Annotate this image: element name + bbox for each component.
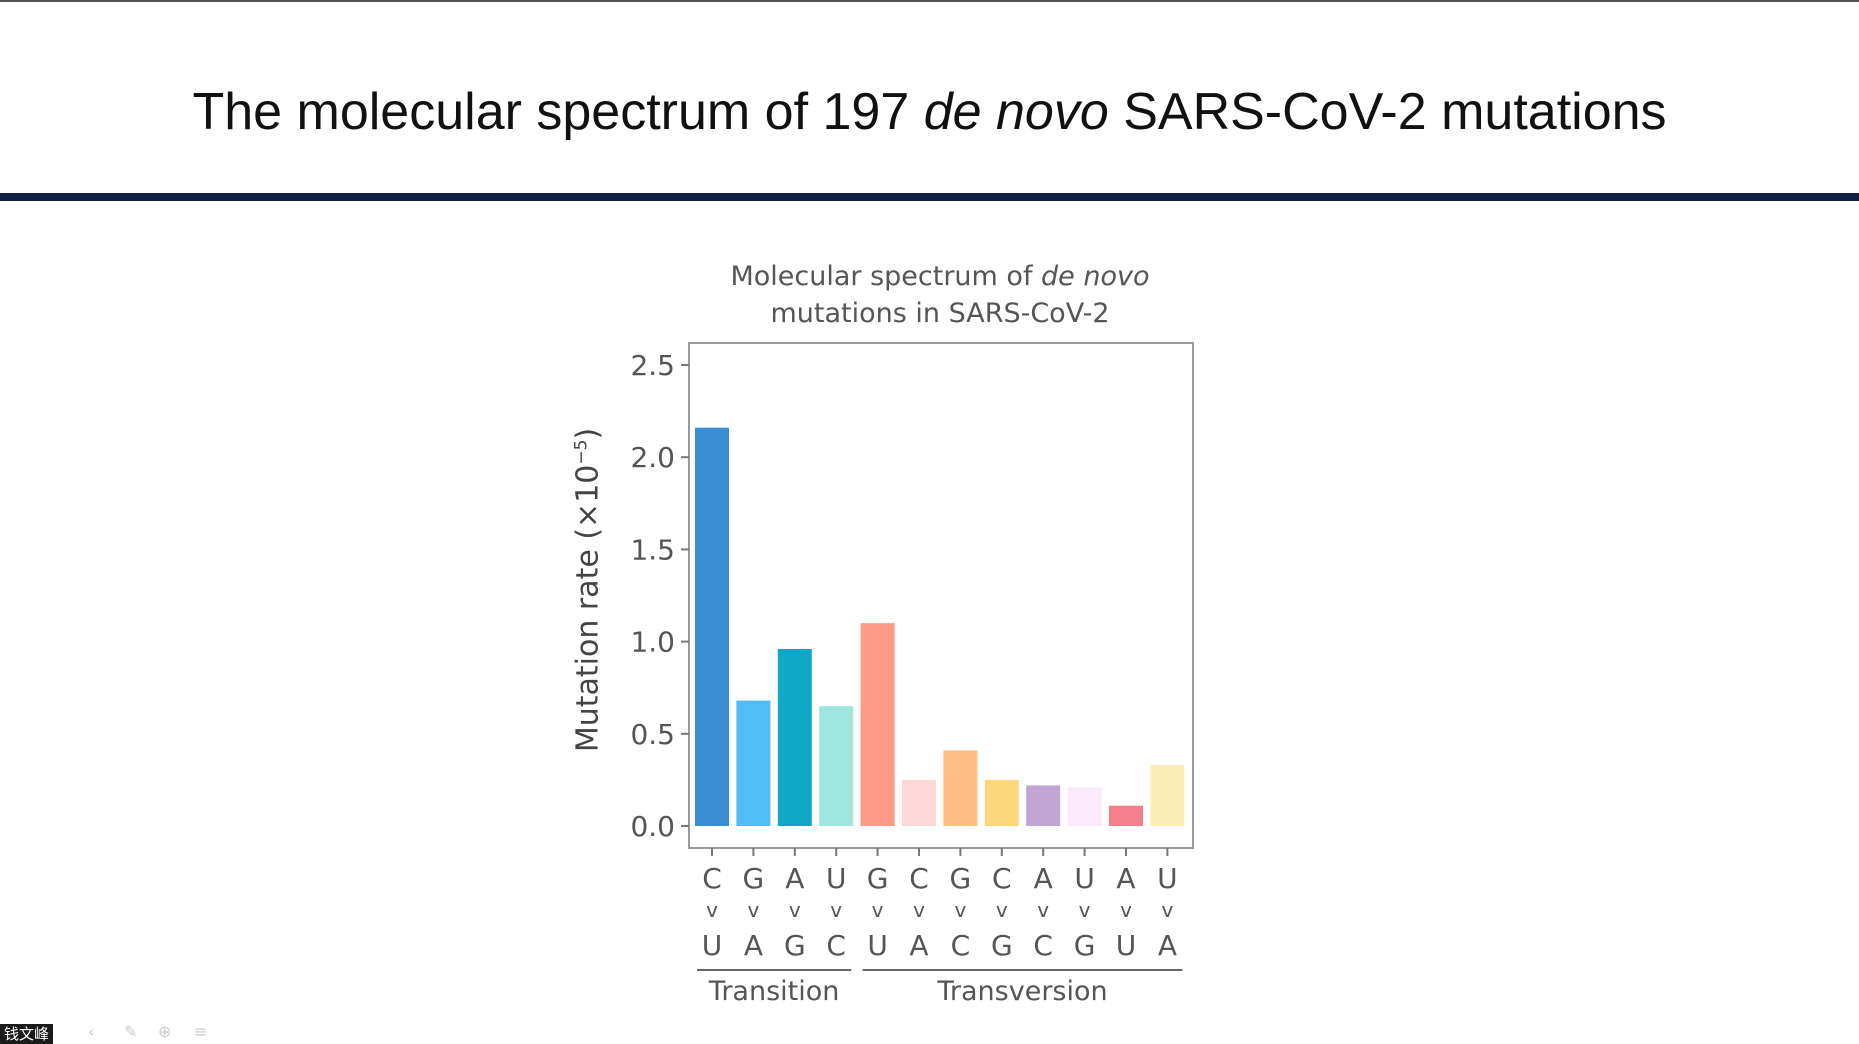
x-label-arrow: v bbox=[1037, 898, 1049, 922]
x-label-arrow: v bbox=[789, 898, 801, 922]
title-divider bbox=[0, 193, 1859, 201]
bar-U-G bbox=[1067, 787, 1102, 826]
x-label-to: C bbox=[1033, 929, 1053, 962]
x-label-to: G bbox=[784, 929, 806, 962]
x-label-to: A bbox=[1158, 929, 1177, 962]
x-label-from: C bbox=[909, 862, 929, 895]
x-label-arrow: v bbox=[913, 898, 925, 922]
x-label-from: U bbox=[1074, 862, 1095, 895]
zoom-icon[interactable]: ⊕ bbox=[158, 1022, 172, 1041]
x-label-to: U bbox=[702, 929, 723, 962]
group-label-transition: Transition bbox=[708, 976, 840, 1007]
x-label-to: C bbox=[951, 929, 971, 962]
x-label-to: G bbox=[991, 929, 1013, 962]
x-label-to: G bbox=[1074, 929, 1096, 962]
bar-U-A bbox=[1150, 765, 1185, 826]
bar-C-U bbox=[695, 427, 729, 826]
x-label-arrow: v bbox=[996, 898, 1008, 922]
bar-C-A bbox=[902, 779, 936, 826]
group-labels-layer: Transition Transversion bbox=[697, 969, 1183, 1007]
y-tick-label: 0.5 bbox=[630, 718, 675, 751]
x-label-from: A bbox=[785, 862, 804, 895]
chart-title: Molecular spectrum of de novo mutations … bbox=[640, 258, 1240, 332]
bar-A-G bbox=[777, 648, 812, 826]
top-border bbox=[0, 0, 1859, 2]
group-label-transversion: Transversion bbox=[936, 976, 1107, 1007]
x-label-from: G bbox=[867, 862, 889, 895]
presenter-name-tag: 钱文峰 bbox=[0, 1024, 54, 1044]
x-label-from: C bbox=[702, 862, 722, 895]
bar-chart: 0.00.51.01.52.02.5 CvUGvAAvGUvCGvUCvAGvC… bbox=[630, 342, 1194, 1007]
x-label-arrow: v bbox=[954, 898, 966, 922]
bar-A-C bbox=[1026, 785, 1061, 826]
x-label-from: A bbox=[1034, 862, 1053, 895]
x-label-to: C bbox=[826, 929, 846, 962]
bar-G-A bbox=[736, 700, 771, 826]
bar-G-C bbox=[943, 750, 978, 826]
x-label-to: A bbox=[909, 929, 928, 962]
plot-frame bbox=[688, 342, 1194, 849]
x-label-arrow: v bbox=[1120, 898, 1132, 922]
x-label-arrow: v bbox=[706, 898, 718, 922]
bar-U-C bbox=[819, 706, 854, 826]
x-label-arrow: v bbox=[872, 898, 884, 922]
y-tick-label: 1.5 bbox=[630, 533, 675, 566]
x-label-to: A bbox=[744, 929, 763, 962]
x-label-from: G bbox=[743, 862, 765, 895]
pen-tool-icon[interactable]: ✎ bbox=[124, 1022, 138, 1041]
x-label-arrow: v bbox=[1161, 898, 1173, 922]
y-tick-label: 2.5 bbox=[630, 349, 675, 382]
slide-title: The molecular spectrum of 197 de novo SA… bbox=[192, 83, 1667, 141]
chart-title-line2: mutations in SARS-CoV-2 bbox=[770, 298, 1110, 329]
x-label-from: C bbox=[992, 862, 1012, 895]
axis-layer: 0.0 0.5 1.0 1.5 2.0 2.5 bbox=[630, 342, 1194, 849]
x-label-from: U bbox=[826, 862, 847, 895]
bar-G-U bbox=[860, 623, 895, 826]
bar-A-U bbox=[1109, 805, 1143, 826]
x-label-from: U bbox=[1157, 862, 1178, 895]
x-label-to: U bbox=[1116, 929, 1137, 962]
y-tick-label: 1.0 bbox=[630, 626, 675, 659]
menu-icon[interactable]: ≡ bbox=[194, 1022, 208, 1041]
y-tick-label: 0.0 bbox=[630, 810, 675, 843]
y-tick-label: 2.0 bbox=[630, 441, 675, 474]
x-label-arrow: v bbox=[830, 898, 842, 922]
x-label-from: A bbox=[1116, 862, 1135, 895]
x-label-arrow: v bbox=[1079, 898, 1091, 922]
chart-title-line1: Molecular spectrum of de novo bbox=[730, 261, 1150, 292]
x-label-to: U bbox=[867, 929, 888, 962]
bars-layer bbox=[695, 427, 1185, 826]
prev-slide-icon[interactable]: ‹ bbox=[88, 1022, 95, 1041]
bar-C-G bbox=[984, 779, 1019, 826]
x-label-from: G bbox=[950, 862, 972, 895]
x-label-arrow: v bbox=[747, 898, 759, 922]
